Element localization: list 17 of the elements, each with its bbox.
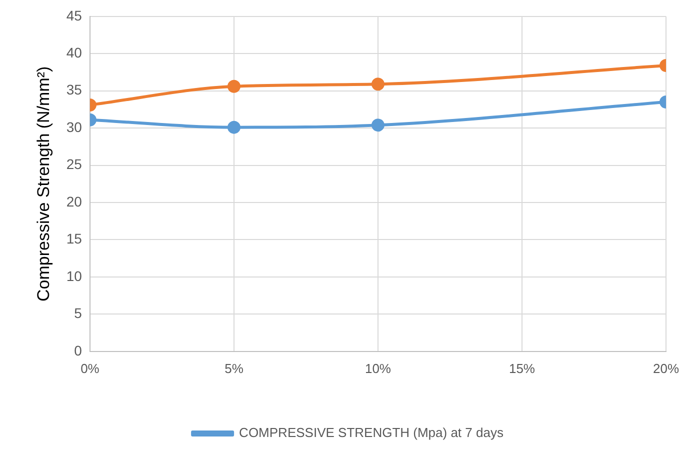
y-tick-label: 25 [66,156,82,172]
y-tick-label: 45 [66,7,82,24]
y-tick-label: 10 [66,268,82,284]
y-tick-label: 20 [66,193,82,210]
legend-label: COMPRESSIVE STRENGTH (Mpa) at 7 days [239,425,504,440]
y-tick-label: 15 [66,230,82,247]
x-tick-label: 5% [224,360,244,376]
x-tick-label: 15% [508,360,536,376]
x-tick-label: 0% [80,360,100,376]
y-tick-label: 0 [74,342,82,358]
y-axis-title: Compressive Strength (N/mm²) [34,66,53,302]
y-tick-label: 5 [74,305,82,322]
y-tick-label: 40 [66,44,82,60]
x-tick-label: 20% [652,360,680,376]
y-tick-label: 30 [66,118,82,135]
y-tick-label: 35 [66,82,82,98]
x-tick-label: 10% [364,360,392,376]
